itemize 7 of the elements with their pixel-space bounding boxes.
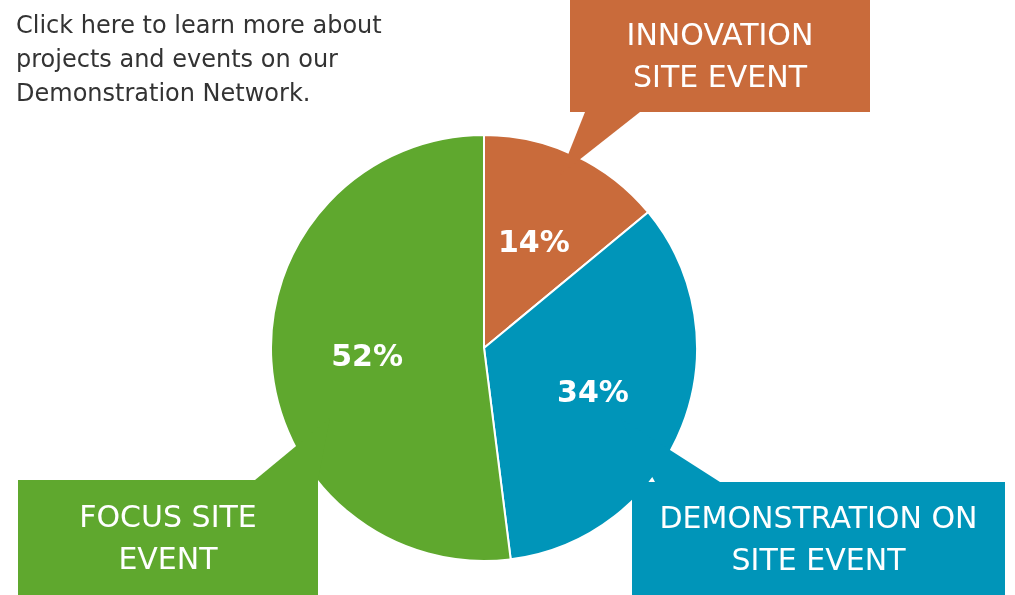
data-label: 14%: [497, 224, 570, 260]
data-label: 34%: [557, 373, 629, 409]
text: Click here to learn more about projects and events on our Demonstration Network.: [16, 10, 383, 109]
data-label: 52%: [331, 337, 403, 373]
slice-label: INNOVATION SITE EVENT: [625, 16, 815, 96]
legend-label: DEMONSTRATION ON SITE EVENT: [658, 498, 979, 579]
slice-label: FOCUS SITE EVENT: [78, 497, 258, 578]
